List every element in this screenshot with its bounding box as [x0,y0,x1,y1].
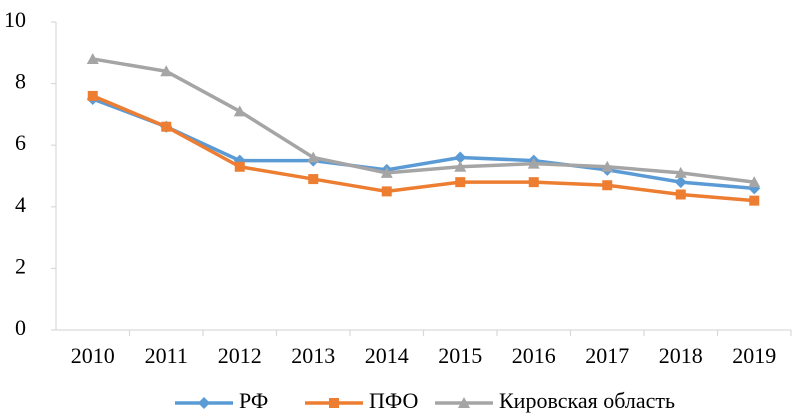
series-line [92,94,755,203]
data-point [87,90,98,101]
x-tick-label: 2012 [218,343,262,368]
legend-label: Кировская область [499,388,675,413]
y-tick-label: 2 [15,253,26,278]
x-tick-label: 2015 [438,343,482,368]
data-point [454,160,467,172]
y-tick-label: 8 [15,69,26,94]
data-point [233,105,246,117]
data-point [528,177,539,188]
x-tick-label: 2011 [145,343,188,368]
data-point [748,176,761,188]
data-point [674,176,687,189]
data-point [86,52,99,64]
data-point [160,65,173,77]
x-tick-label: 2017 [585,343,629,368]
legend-marker [198,397,210,409]
series-line [92,97,755,191]
x-tick-label: 2010 [71,343,115,368]
y-tick-label: 0 [15,315,26,340]
data-point [602,180,613,191]
x-tick-label: 2018 [659,343,703,368]
data-point [161,121,172,132]
data-point [601,160,614,172]
data-point [749,195,760,206]
series-line [92,57,755,184]
data-point [527,157,540,169]
legend-marker [329,398,339,408]
data-point [675,189,686,200]
legend-label: ПФО [369,388,418,413]
data-point [234,161,245,172]
data-point [674,166,687,178]
legend-label: РФ [239,388,268,413]
y-tick-label: 10 [4,7,26,32]
x-tick-label: 2013 [291,343,335,368]
data-point [455,177,466,188]
y-tick-label: 6 [15,130,26,155]
legend-marker [458,397,470,408]
data-point [307,151,320,163]
data-point [454,151,467,164]
y-tick-label: 4 [15,192,26,217]
x-tick-label: 2019 [732,343,776,368]
data-point [308,174,319,185]
x-tick-label: 2016 [512,343,556,368]
x-tick-label: 2014 [365,343,409,368]
data-point [380,166,393,178]
data-point [381,186,392,197]
